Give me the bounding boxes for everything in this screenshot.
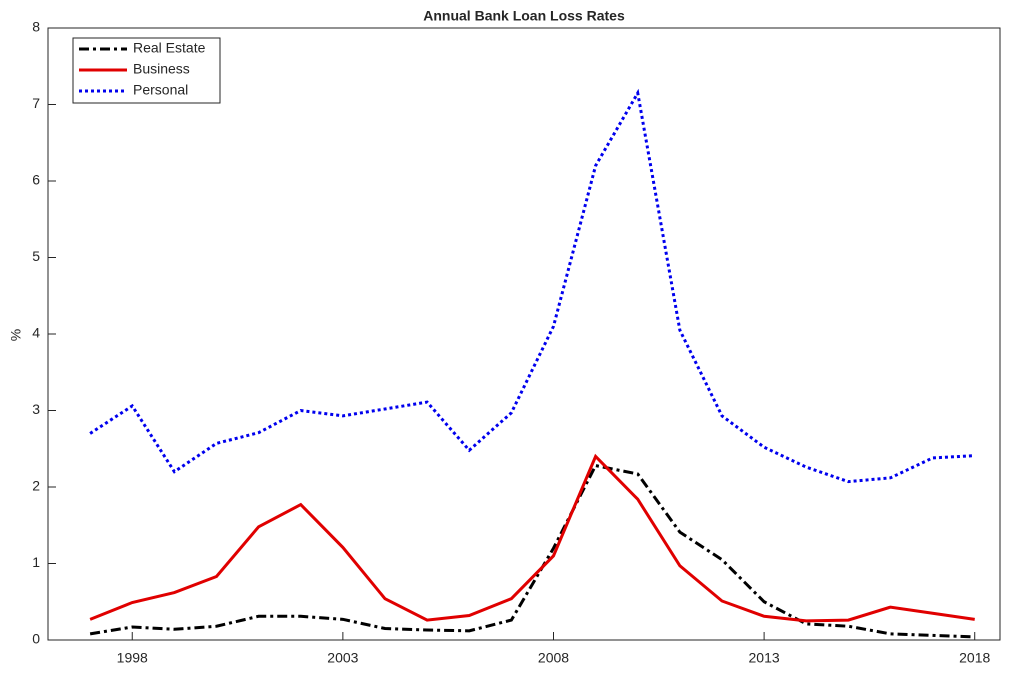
- y-tick-label: 1: [32, 554, 40, 570]
- legend-label: Personal: [133, 82, 188, 98]
- x-tick-label: 2013: [749, 650, 780, 666]
- series-line: [89, 463, 975, 639]
- x-tick-label: 2008: [538, 650, 569, 666]
- x-tick-label: 1998: [117, 650, 148, 666]
- plot-frame: [47, 27, 1001, 641]
- x-tick-label: 2018: [959, 650, 990, 666]
- y-axis-label: %: [8, 329, 24, 341]
- chart-title: Annual Bank Loan Loss Rates: [423, 8, 625, 24]
- series-line: [89, 88, 975, 484]
- series-line: [89, 453, 975, 623]
- x-tick-label: 2003: [327, 650, 358, 666]
- y-tick-label: 4: [32, 325, 40, 341]
- y-tick-label: 3: [32, 401, 40, 417]
- y-tick-label: 6: [32, 172, 40, 188]
- legend-label: Business: [133, 61, 190, 77]
- y-tick-label: 5: [32, 248, 40, 264]
- legend-label: Real Estate: [133, 40, 206, 56]
- y-tick-label: 0: [32, 631, 40, 647]
- y-tick-label: 2: [32, 478, 40, 494]
- y-tick-label: 7: [32, 95, 40, 111]
- y-tick-label: 8: [32, 19, 40, 35]
